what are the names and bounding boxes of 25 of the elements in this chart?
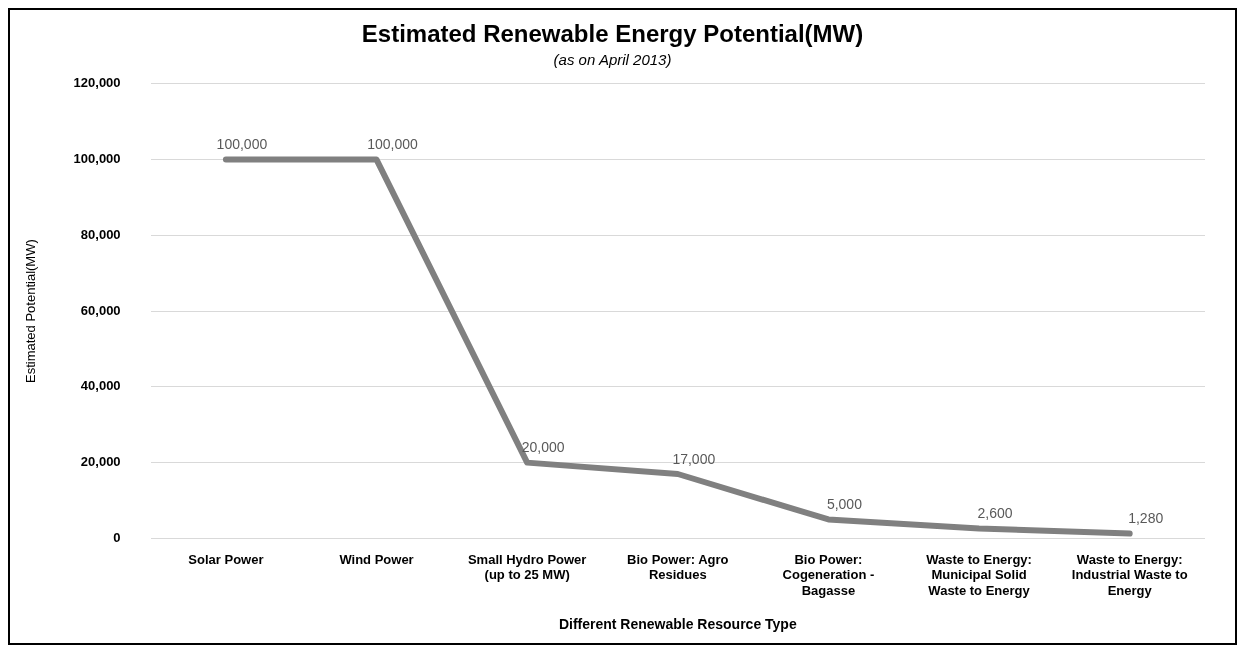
data-label: 2,600 — [977, 505, 1013, 522]
data-label: 1,280 — [1128, 510, 1164, 527]
x-tick-label: Small Hydro Power (up to 25 MW) — [467, 551, 587, 583]
data-label: 20,000 — [521, 439, 565, 456]
data-label: 17,000 — [672, 450, 716, 467]
y-tick-label: 120,000 — [73, 75, 121, 91]
x-tick-label: Wind Power — [339, 551, 414, 567]
y-tick-label: 0 — [113, 529, 121, 545]
y-axis-title: Estimated Potential(MW) — [23, 239, 39, 383]
y-tick-label: 20,000 — [80, 454, 121, 470]
y-tick-label: 40,000 — [80, 378, 121, 394]
x-tick-label: Bio Power: Cogeneration - Bagasse — [782, 551, 875, 598]
chart-title: Estimated Renewable Energy Potential(MW) — [361, 20, 864, 48]
chart-subtitle: (as on April 2013) — [553, 50, 672, 68]
y-tick-label: 60,000 — [80, 302, 121, 318]
data-label: 5,000 — [826, 496, 863, 513]
data-label: 100,000 — [216, 136, 268, 153]
y-tick-label: 80,000 — [80, 226, 121, 242]
data-label: 100,000 — [367, 136, 419, 153]
x-axis-title: Different Renewable Resource Type — [558, 616, 797, 633]
x-tick-label: Waste to Energy: Municipal Solid Waste to Energy — [926, 551, 1032, 598]
x-tick-label: Solar Power — [188, 551, 264, 567]
x-tick-label: Bio Power: Agro Residues — [627, 551, 729, 583]
x-tick-label: Waste to Energy: Industrial Waste to Energy — [1071, 551, 1188, 598]
y-tick-label: 100,000 — [73, 151, 121, 167]
